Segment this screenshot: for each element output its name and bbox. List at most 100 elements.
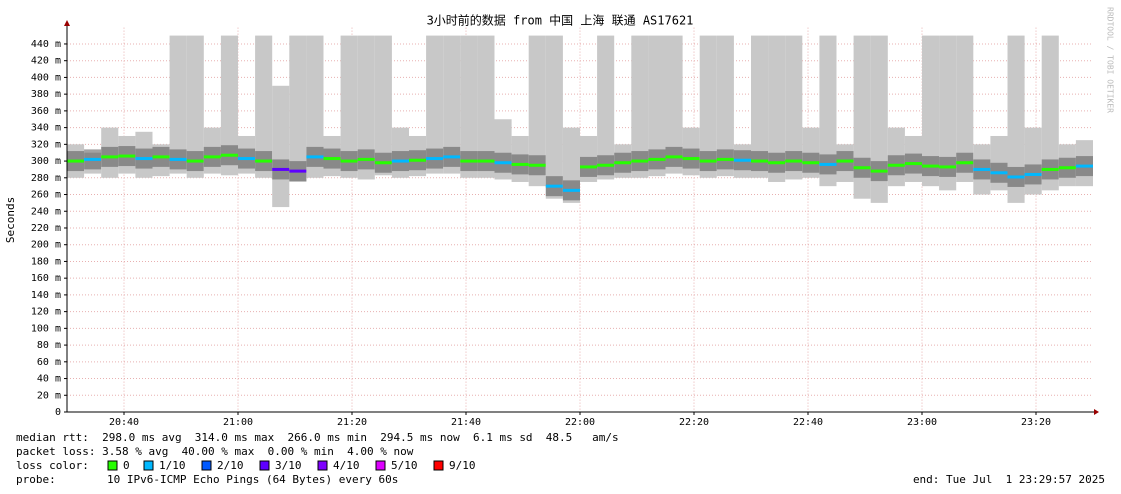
x-tick-label: 22:40 [793,417,823,428]
smoke [597,35,615,180]
smoke [939,35,957,191]
median [819,162,837,166]
y-tick-label: 280 m [31,173,61,184]
smoke [357,35,375,180]
median [990,171,1008,175]
smoke [443,35,461,174]
y-tick-label: 140 m [31,290,61,301]
median [597,163,615,167]
median [1024,172,1042,176]
median [768,161,786,165]
median [1007,175,1025,179]
smoke [426,35,444,174]
y-tick-label: 0 [55,407,61,418]
median [101,155,119,159]
smoke [648,35,666,177]
median [682,157,700,161]
median [545,184,563,188]
y-tick-label: 440 m [31,39,61,50]
smoke [665,35,683,174]
smoke [340,35,358,178]
chart-title: 3小时前的数据 from 中国 上海 联通 AS17621 [427,13,694,28]
y-tick-label: 380 m [31,89,61,100]
x-tick-label: 23:20 [1021,417,1051,428]
median [220,153,238,157]
legend-swatch [433,460,444,471]
smoke [922,35,940,187]
smoke [255,35,273,178]
watermark: RRDTOOL / TOBI OETIKER [1106,7,1115,113]
median [631,159,649,163]
smoke [374,35,392,176]
median [665,155,683,159]
median [238,157,256,161]
x-tick-label: 21:00 [223,417,253,428]
median [186,159,204,163]
smoke [699,35,717,178]
probe: 10 IPv6-ICMP Echo Pings (64 Bytes) every… [107,473,398,486]
end-time: end: Tue Jul 1 23:29:57 2025 [913,473,1105,486]
y-tick-label: 400 m [31,72,61,83]
smoke [956,35,974,182]
median [511,162,529,166]
legend-label: 3/10 [275,459,302,472]
legend-label: 4/10 [333,459,360,472]
median [785,159,803,163]
y-tick-label: 20 m [37,390,61,401]
smoke [1041,35,1059,191]
x-tick-label: 21:40 [451,417,481,428]
y-tick-label: 160 m [31,273,61,284]
y-tick-label: 300 m [31,156,61,167]
y-tick-label: 60 m [37,357,61,368]
y-tick-label: 360 m [31,106,61,117]
legend-swatch [201,460,212,471]
smoke [785,35,803,180]
y-tick-label: 420 m [31,56,61,67]
y-axis-label: Seconds [4,197,17,243]
smoke [716,35,734,177]
median [1041,167,1059,171]
smoke [545,35,563,199]
median [699,159,717,163]
median [870,169,888,173]
median [323,157,341,161]
legend-label: 2/10 [217,459,244,472]
median [614,161,632,165]
median [289,169,307,173]
median [956,161,974,165]
y-arrow [64,20,70,26]
median [443,155,461,159]
smoke [870,35,888,203]
median [580,165,598,169]
stats-line: packet loss: 3.58 % avg 40.00 % max 0.00… [16,445,414,458]
median [426,157,444,161]
y-tick-label: 80 m [37,340,61,351]
median [939,165,957,169]
median [374,161,392,165]
legend-swatch [259,460,270,471]
median [562,188,580,192]
y-tick-label: 340 m [31,123,61,134]
x-tick-label: 21:20 [337,417,367,428]
median [922,164,940,168]
median [84,157,102,161]
median [716,157,734,161]
y-tick-label: 220 m [31,223,61,234]
smoke [186,35,204,178]
probe-label: probe: [16,473,56,486]
smoke [631,35,649,178]
median [306,155,324,159]
median [203,155,221,159]
smoke [220,35,238,176]
smoke [169,35,187,174]
y-tick-label: 180 m [31,256,61,267]
median [477,159,495,163]
smoke [289,35,307,182]
median [67,159,85,163]
smoke [477,35,495,178]
loss-label: loss color: [16,459,89,472]
median [836,159,854,163]
median [118,154,136,158]
median [169,157,187,161]
